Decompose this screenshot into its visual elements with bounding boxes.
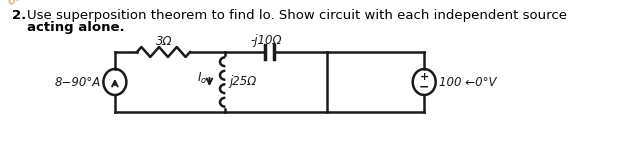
Text: 3Ω: 3Ω: [157, 35, 173, 48]
Text: j25Ω: j25Ω: [229, 76, 256, 89]
Text: online: online: [4, 0, 47, 8]
Text: -j10Ω: -j10Ω: [250, 34, 282, 47]
Text: Use superposition theorem to find lo. Show circuit with each independent source: Use superposition theorem to find lo. Sh…: [27, 9, 566, 22]
Text: acting alone.: acting alone.: [27, 21, 124, 34]
Text: −: −: [419, 81, 430, 94]
Text: $I_o$: $I_o$: [197, 70, 207, 86]
Text: 100 ←0°V: 100 ←0°V: [439, 76, 497, 89]
Text: 2.: 2.: [13, 9, 27, 22]
Text: 8−90°A: 8−90°A: [54, 76, 100, 89]
Text: +: +: [420, 72, 429, 82]
